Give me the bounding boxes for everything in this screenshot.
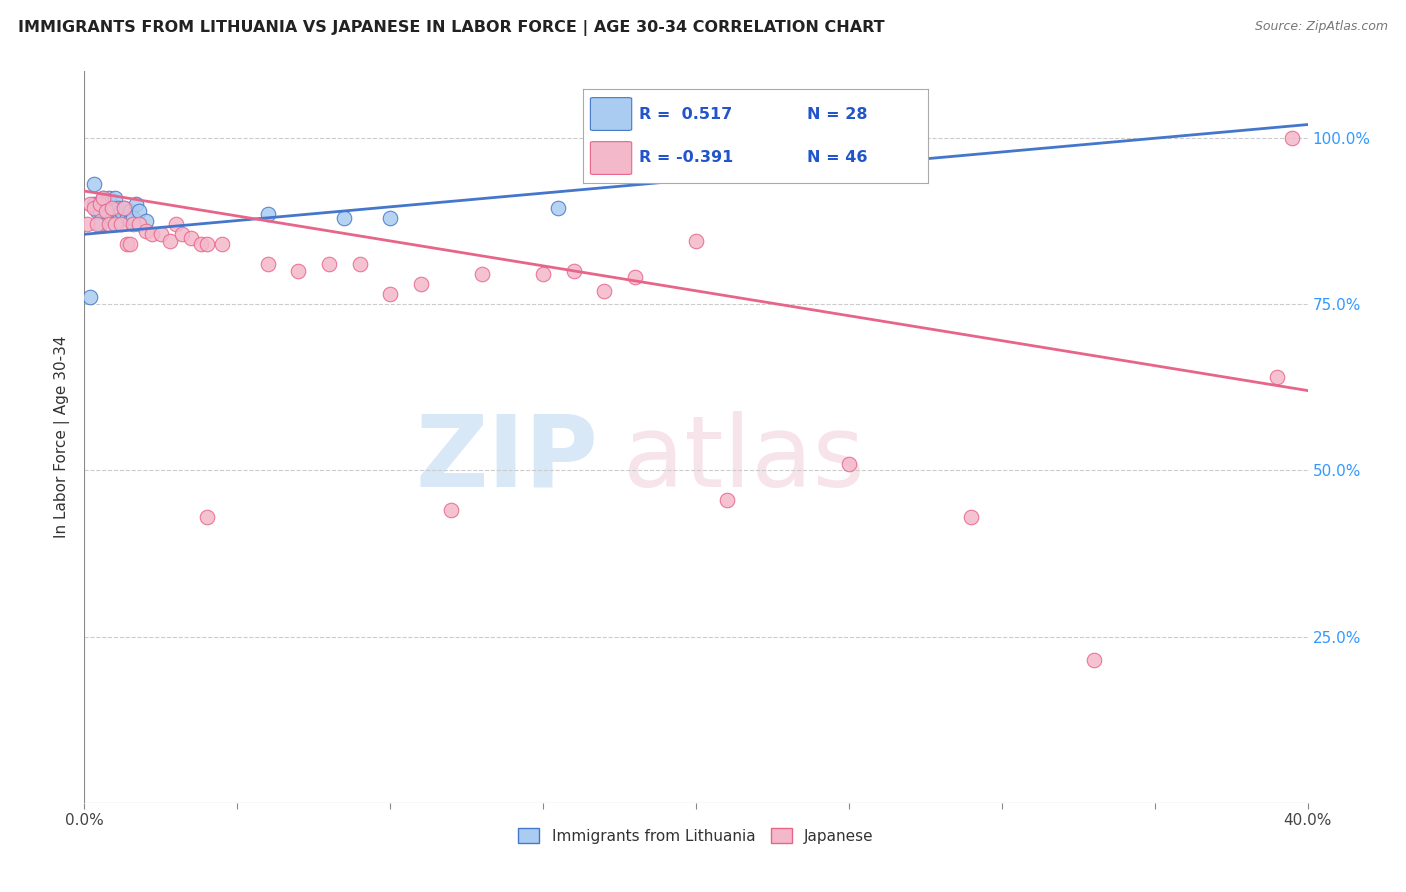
Point <box>1281 131 1303 145</box>
Point <box>135 224 157 238</box>
Point <box>624 270 647 285</box>
Point <box>349 257 371 271</box>
Point <box>211 237 233 252</box>
Point <box>91 191 114 205</box>
Point <box>128 204 150 219</box>
FancyBboxPatch shape <box>591 97 631 130</box>
Point <box>115 237 138 252</box>
Point <box>89 204 111 219</box>
FancyBboxPatch shape <box>591 142 631 175</box>
Point <box>104 201 127 215</box>
Text: N = 46: N = 46 <box>807 150 868 165</box>
Point <box>101 211 124 225</box>
Point <box>195 509 218 524</box>
Point <box>531 267 554 281</box>
Point <box>89 197 111 211</box>
Point <box>1083 653 1105 667</box>
Point <box>731 154 754 169</box>
Point <box>94 204 117 219</box>
Point <box>380 287 402 301</box>
Point <box>101 201 124 215</box>
Text: IMMIGRANTS FROM LITHUANIA VS JAPANESE IN LABOR FORCE | AGE 30-34 CORRELATION CHA: IMMIGRANTS FROM LITHUANIA VS JAPANESE IN… <box>18 20 884 36</box>
Point <box>94 197 117 211</box>
Legend: Immigrants from Lithuania, Japanese: Immigrants from Lithuania, Japanese <box>512 822 880 850</box>
Point <box>83 178 105 192</box>
Point <box>716 493 738 508</box>
Point <box>1265 370 1288 384</box>
Point <box>380 211 402 225</box>
Point <box>79 290 101 304</box>
Point <box>83 201 105 215</box>
Text: R =  0.517: R = 0.517 <box>638 107 733 122</box>
Point <box>257 257 280 271</box>
Point <box>333 211 356 225</box>
Point <box>165 217 187 231</box>
Point <box>593 284 616 298</box>
Text: N = 28: N = 28 <box>807 107 868 122</box>
Point <box>107 201 129 215</box>
Y-axis label: In Labor Force | Age 30-34: In Labor Force | Age 30-34 <box>55 335 70 539</box>
Point <box>97 191 120 205</box>
Point <box>318 257 340 271</box>
Point <box>195 237 218 252</box>
Point <box>112 201 135 215</box>
Point <box>287 264 309 278</box>
Point <box>125 197 148 211</box>
Point <box>83 197 105 211</box>
Point <box>115 211 138 225</box>
Point <box>91 191 114 205</box>
Point <box>104 217 127 231</box>
Point <box>76 217 98 231</box>
Point <box>89 217 111 231</box>
Point <box>838 457 860 471</box>
Point <box>120 204 142 219</box>
Point <box>471 267 494 281</box>
Point <box>120 214 142 228</box>
Point <box>149 227 172 242</box>
Point <box>110 217 132 231</box>
Point <box>685 234 707 248</box>
Point <box>86 204 108 219</box>
Point <box>128 217 150 231</box>
Point <box>79 197 101 211</box>
Point <box>440 503 463 517</box>
Point <box>104 191 127 205</box>
Point <box>180 230 202 244</box>
Point <box>122 217 145 231</box>
Point <box>547 201 569 215</box>
Text: Source: ZipAtlas.com: Source: ZipAtlas.com <box>1254 20 1388 33</box>
Point <box>120 237 142 252</box>
Text: ZIP: ZIP <box>415 410 598 508</box>
Point <box>107 214 129 228</box>
Point <box>141 227 163 242</box>
Point <box>172 227 194 242</box>
Point <box>122 211 145 225</box>
Point <box>409 277 432 292</box>
Point <box>86 217 108 231</box>
Point <box>135 214 157 228</box>
Point <box>112 201 135 215</box>
Point <box>190 237 212 252</box>
Point <box>110 204 132 219</box>
Point <box>960 509 983 524</box>
Text: R = -0.391: R = -0.391 <box>638 150 733 165</box>
Text: atlas: atlas <box>623 410 865 508</box>
Point <box>562 264 585 278</box>
Point <box>257 207 280 221</box>
Point <box>159 234 181 248</box>
Point <box>97 217 120 231</box>
